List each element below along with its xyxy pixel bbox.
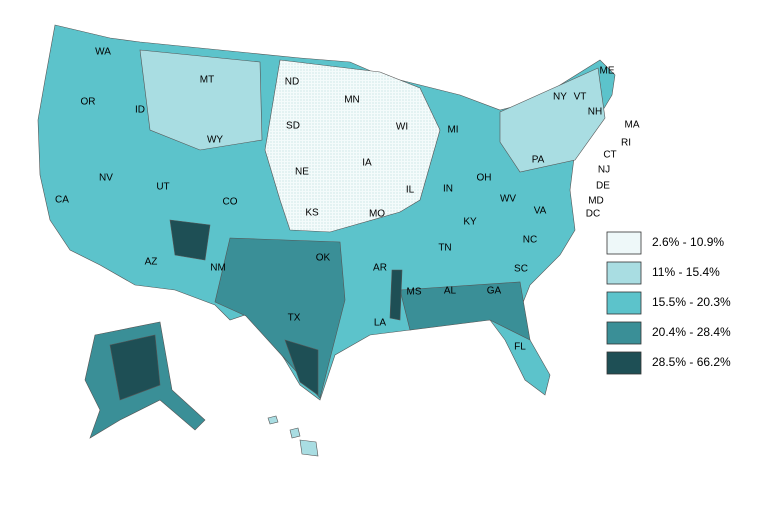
state-label: RI (621, 138, 631, 149)
state-label: MO (369, 209, 385, 220)
midwest-region (264, 59, 441, 233)
state-label: KS (305, 208, 319, 219)
southwest-dark (169, 219, 211, 261)
state-label: GA (487, 286, 502, 297)
state-label: CT (603, 150, 616, 161)
legend-swatch (606, 291, 642, 315)
state-label: IN (443, 184, 453, 195)
state-label: MI (447, 125, 458, 136)
state-label: VT (574, 92, 587, 103)
state-label: AR (373, 263, 387, 274)
state-label: OK (316, 253, 331, 264)
hawaii (267, 415, 319, 457)
state-label: KY (463, 217, 477, 228)
state-label: IL (406, 185, 415, 196)
state-label: ME (600, 66, 615, 77)
state-label: UT (156, 182, 169, 193)
legend: 2.6% - 10.9% 11% - 15.4% 15.5% - 20.3% 20.4… (606, 231, 731, 375)
state-label: CO (223, 197, 238, 208)
legend-swatch (606, 321, 642, 345)
legend-label: 28.5% - 66.2% (652, 355, 731, 369)
state-label: NC (523, 235, 537, 246)
state-label: NH (588, 107, 602, 118)
state-label: AZ (145, 257, 158, 268)
state-label: NJ (598, 165, 610, 176)
state-label: CA (55, 195, 69, 206)
state-label: WI (396, 122, 408, 133)
map-shapes (37, 24, 616, 457)
state-label: WA (95, 47, 111, 58)
alaska-dark (109, 334, 161, 401)
state-label: MN (344, 95, 360, 106)
legend-swatch (606, 231, 642, 255)
state-label: SC (514, 264, 528, 275)
state-label: OH (477, 173, 492, 184)
legend-swatch (606, 351, 642, 375)
state-label: TN (438, 243, 451, 254)
rio-grande-dark (284, 339, 319, 396)
southeast-region (399, 281, 531, 341)
state-label: WY (207, 135, 223, 146)
state-label: NY (553, 92, 567, 103)
state-label: MA (625, 120, 640, 131)
state-label: DC (586, 209, 600, 220)
state-label: ID (135, 105, 145, 116)
state-label: TX (288, 313, 301, 324)
state-label: DE (596, 181, 610, 192)
state-label: ND (285, 77, 299, 88)
state-label: MT (200, 75, 214, 86)
legend-label: 2.6% - 10.9% (652, 235, 724, 249)
delta-dark (389, 269, 403, 321)
state-label: OR (81, 97, 96, 108)
state-label: WV (500, 194, 516, 205)
mountain-region (139, 49, 263, 151)
legend-label: 15.5% - 20.3% (652, 295, 731, 309)
northeast-region (499, 67, 606, 173)
state-label: NE (295, 167, 309, 178)
state-label: AL (444, 286, 457, 297)
state-label: IA (362, 158, 372, 169)
state-label: SD (286, 121, 300, 132)
state-label: NV (99, 173, 113, 184)
state-label: FL (514, 342, 526, 353)
state-label: PA (532, 155, 545, 166)
legend-swatch (606, 261, 642, 285)
state-label: MS (407, 287, 422, 298)
state-label: LA (374, 318, 387, 329)
state-label: VA (534, 206, 547, 217)
state-label: MD (588, 196, 604, 207)
legend-label: 11% - 15.4% (652, 265, 720, 279)
state-label: NM (210, 263, 226, 274)
legend-label: 20.4% - 28.4% (652, 325, 731, 339)
